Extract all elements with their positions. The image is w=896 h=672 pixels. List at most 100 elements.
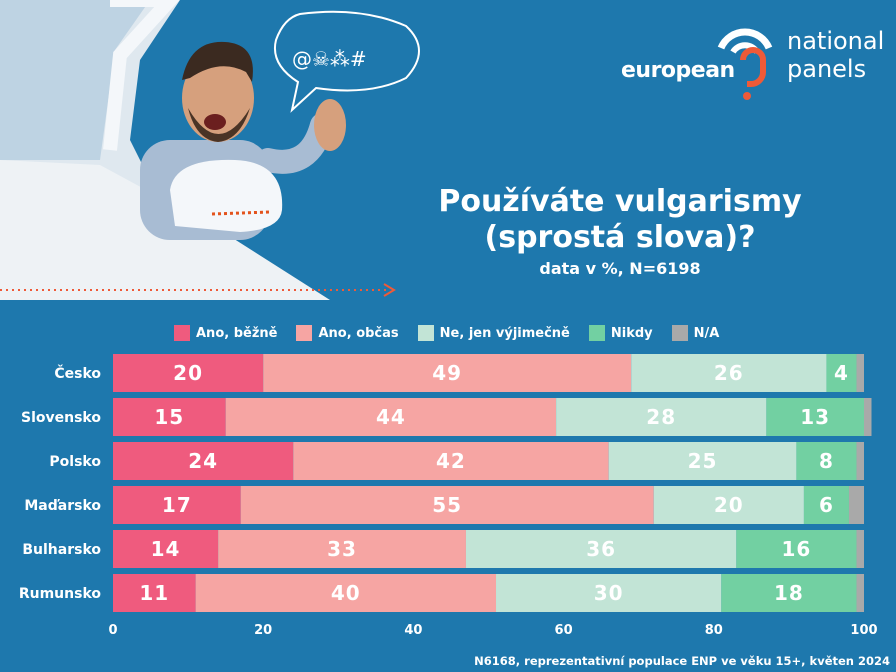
stacked-bar-chart: Česko 20 49 26 4 Slovensko 15 44 28 13 Polsko 24 42 2… <box>19 354 878 638</box>
x-tick-label: 40 <box>404 623 422 638</box>
bar-segment <box>113 398 226 436</box>
data-label: 44 <box>376 405 406 429</box>
category-label: Maďarsko <box>24 498 101 514</box>
bar-segment <box>556 398 767 436</box>
logo-text-european: european <box>621 58 735 83</box>
legend-item: Ano, běžně <box>174 325 277 341</box>
bar-segment <box>113 354 264 392</box>
data-label: 42 <box>436 449 466 473</box>
legend-item: Nikdy <box>588 325 653 341</box>
logo-text-national: national <box>787 27 885 55</box>
data-label: 11 <box>139 581 169 605</box>
data-label: 30 <box>594 581 624 605</box>
data-label: 36 <box>586 537 616 561</box>
bar-segment <box>856 442 864 480</box>
man-mouth <box>204 114 226 130</box>
logo-text-panels: panels <box>787 55 867 83</box>
category-label: Česko <box>54 364 101 382</box>
chart-subtitle: data v %, N=6198 <box>539 259 701 278</box>
data-label: 6 <box>819 493 834 517</box>
bar-segment <box>856 574 864 612</box>
bar-segment <box>240 486 654 524</box>
x-tick-label: 100 <box>850 623 877 638</box>
bar-segment <box>653 486 804 524</box>
bar-segment <box>631 354 827 392</box>
bar-segment <box>113 530 219 568</box>
chart-title-line-1: Používáte vulgarismy <box>438 184 802 219</box>
bar-segment <box>293 442 609 480</box>
logo-mark-icon <box>717 28 773 100</box>
category-label: Bulharsko <box>22 542 101 558</box>
brand-logo: european national panels <box>615 12 895 112</box>
bar-segment <box>848 486 864 524</box>
car-window <box>0 0 150 160</box>
x-tick-label: 80 <box>705 623 723 638</box>
data-label: 8 <box>819 449 834 473</box>
legend-swatch <box>174 325 190 341</box>
arrow-head-icon <box>383 283 396 297</box>
data-label: 13 <box>800 405 830 429</box>
bar-segment <box>803 486 849 524</box>
legend-swatch <box>296 325 313 341</box>
bar-segment <box>225 398 557 436</box>
man-head <box>182 54 254 142</box>
legend-swatch <box>417 325 434 341</box>
chart-title-block: Používáte vulgarismy (sprostá slova)? da… <box>400 184 840 280</box>
chart-title-line-2: (sprostá slova)? <box>484 220 756 255</box>
man-hand <box>314 99 346 151</box>
category-label: Slovensko <box>21 410 101 426</box>
chart-footnote: N6168, reprezentativní populace ENP ve v… <box>474 654 890 668</box>
speech-bubble-text: @☠︎⁂# <box>292 47 367 71</box>
bar-segment <box>496 574 722 612</box>
hero-illustration: @☠︎⁂# <box>0 0 420 300</box>
bar-segment <box>113 574 196 612</box>
data-label: 18 <box>774 581 804 605</box>
bar-segment <box>856 530 864 568</box>
bar-segment <box>766 398 864 436</box>
car-window-frame <box>103 0 180 151</box>
legend-item: Ne, jen výjimečně <box>417 325 570 341</box>
data-label: 20 <box>714 493 744 517</box>
data-label: 28 <box>646 405 676 429</box>
bar-segment <box>826 354 857 392</box>
x-tick-label: 20 <box>254 623 272 638</box>
legend-swatch <box>588 325 605 341</box>
data-label: 4 <box>834 361 849 385</box>
data-label: 17 <box>162 493 192 517</box>
legend-label: Ano, běžně <box>196 325 278 341</box>
bar-segment <box>195 574 497 612</box>
bar-segment <box>218 530 466 568</box>
man-arm <box>256 113 334 174</box>
man-hair <box>182 41 253 82</box>
category-label: Rumunsko <box>19 586 102 602</box>
bar-segment <box>736 530 857 568</box>
bar-segment <box>113 486 241 524</box>
speech-bubble <box>274 10 420 113</box>
data-label: 16 <box>781 537 811 561</box>
bar-segment <box>856 354 864 392</box>
legend-item: Ano, občas <box>296 325 399 341</box>
car-mirror-light <box>211 210 271 216</box>
data-label: 49 <box>432 361 462 385</box>
legend-item: N/A <box>671 325 720 341</box>
x-tick-label: 0 <box>108 623 117 638</box>
legend-label: Ne, jen výjimečně <box>439 325 570 341</box>
car-mirror <box>170 159 283 232</box>
data-label: 55 <box>432 493 462 517</box>
bar-segment <box>465 530 737 568</box>
bar-segment <box>864 398 872 436</box>
bar-segment <box>113 442 294 480</box>
category-label: Polsko <box>49 454 101 470</box>
bar-segment <box>608 442 797 480</box>
data-label: 40 <box>331 581 361 605</box>
legend-label: N/A <box>693 325 720 341</box>
chart-legend: Ano, běžně Ano, občas Ne, jen výjimečně … <box>174 323 738 343</box>
bar-segment <box>796 442 857 480</box>
x-tick-label: 60 <box>555 623 573 638</box>
legend-swatch <box>671 325 688 341</box>
legend-label: Nikdy <box>610 325 653 341</box>
legend-label: Ano, občas <box>318 325 399 341</box>
data-label: 25 <box>688 449 718 473</box>
data-label: 24 <box>188 449 218 473</box>
data-label: 26 <box>714 361 744 385</box>
